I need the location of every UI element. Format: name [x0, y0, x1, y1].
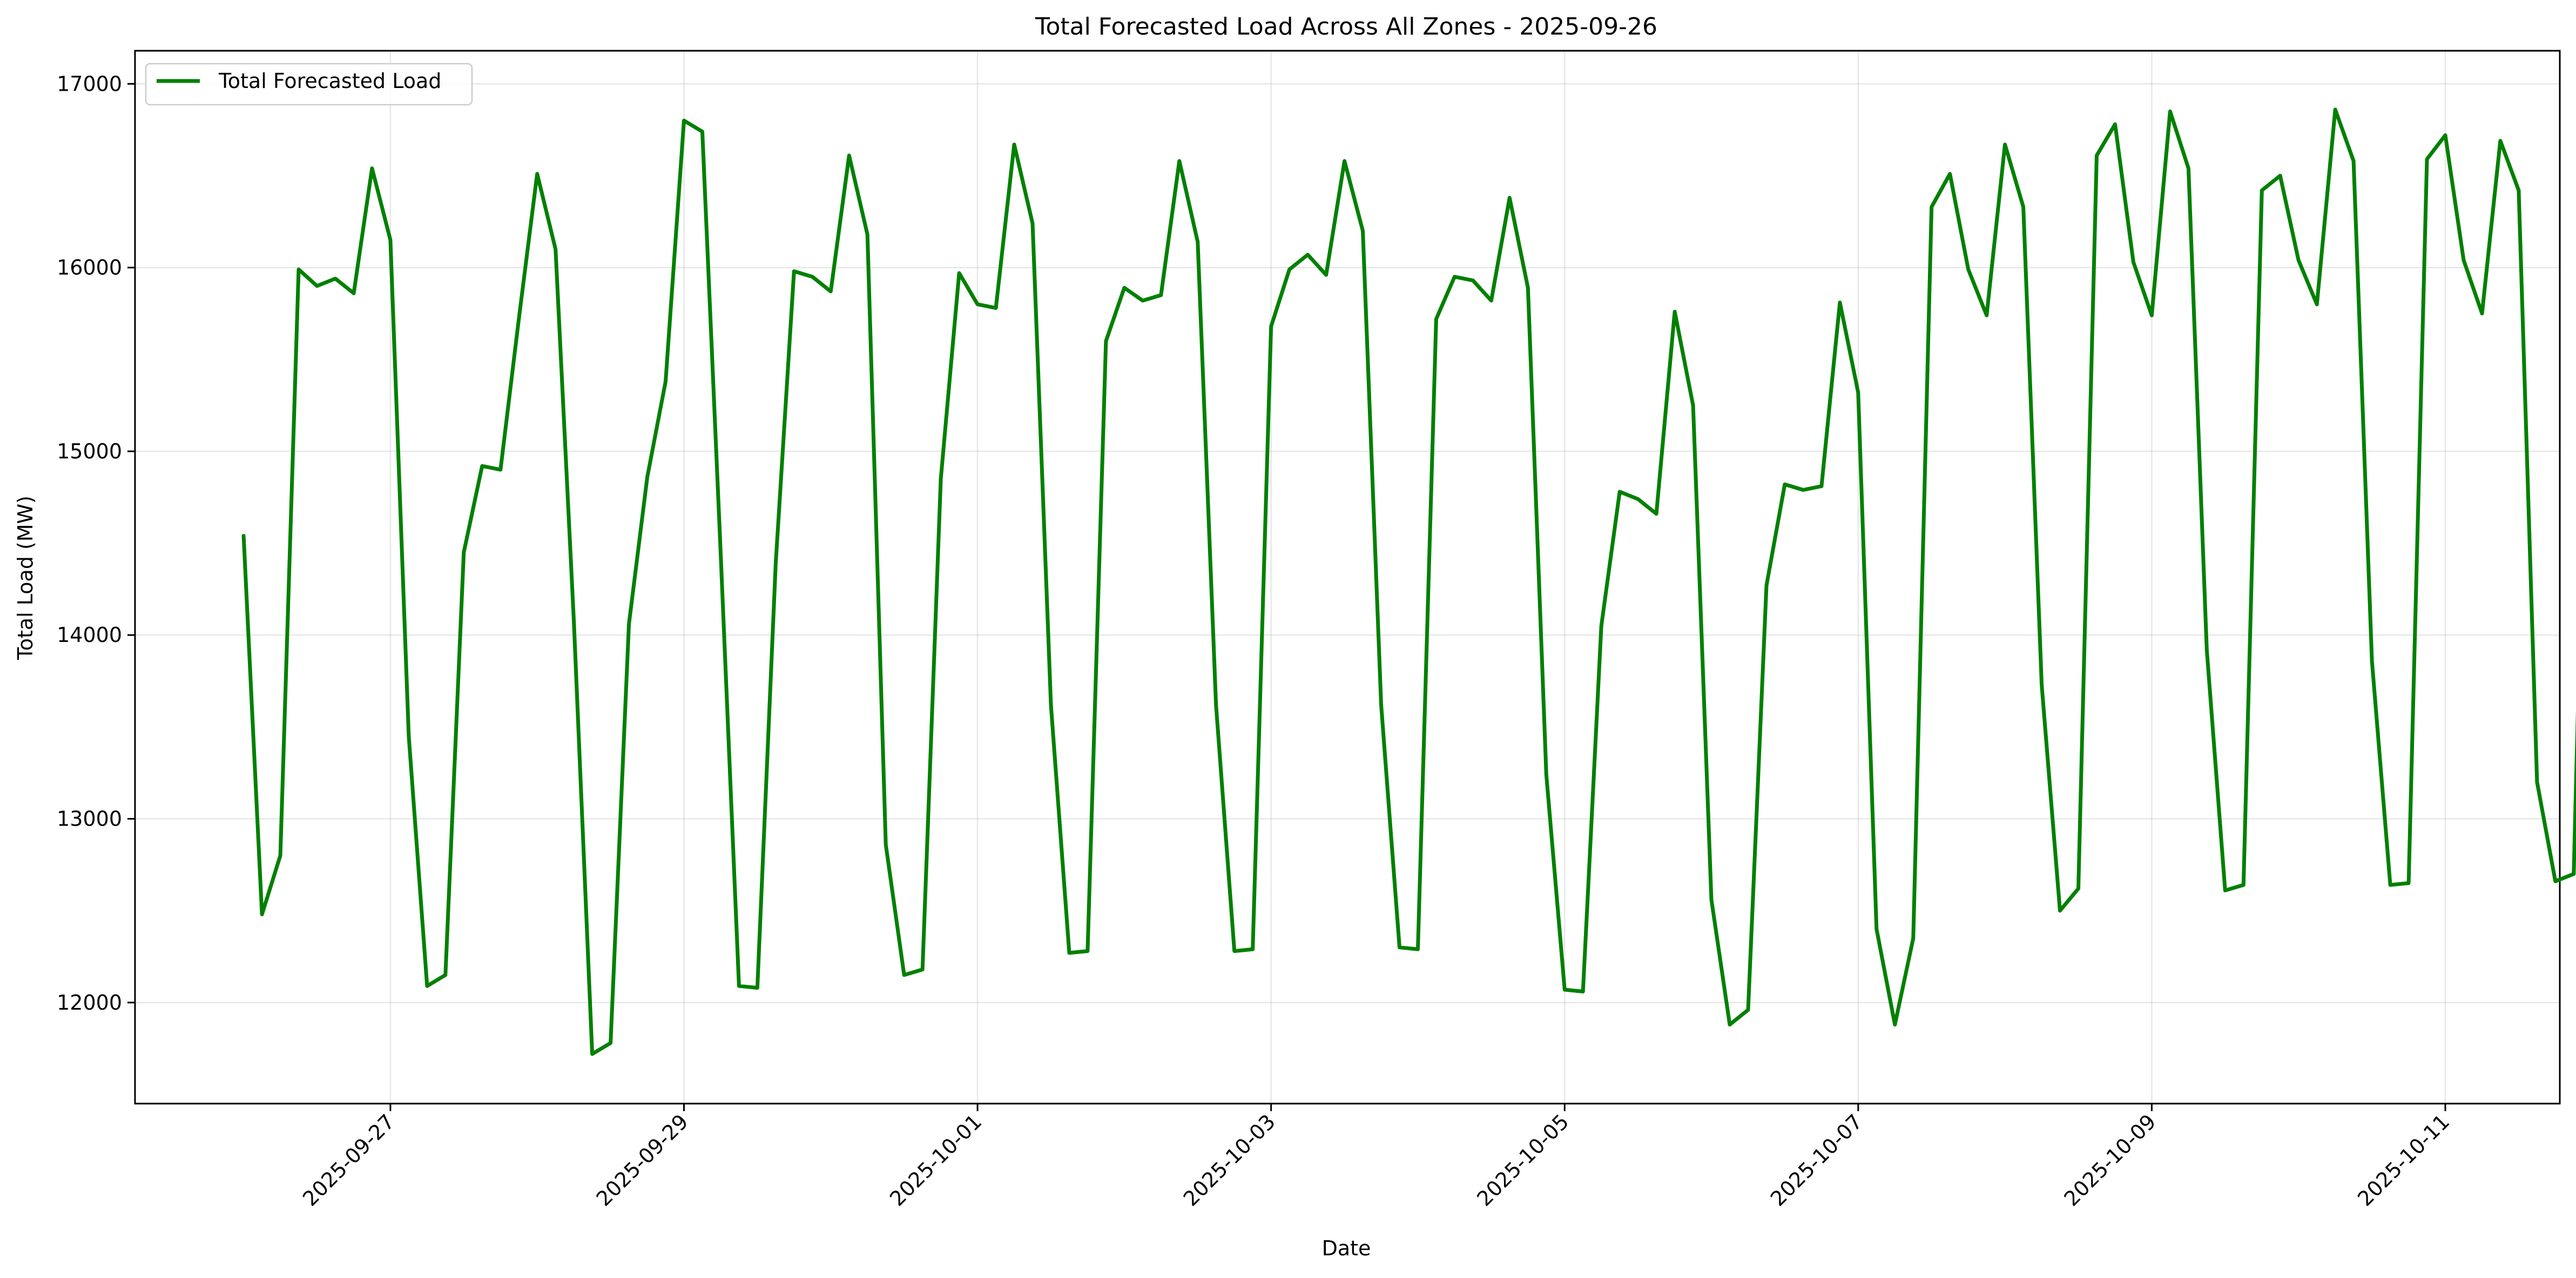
series-line-total-forecasted-load [241, 107, 2576, 1056]
grid-lines [135, 51, 2560, 1104]
y-axis: 12000 13000 14000 15000 16000 17000 [57, 72, 135, 1015]
y-tick-label: 12000 [57, 991, 122, 1015]
legend-box [145, 63, 473, 106]
legend-label: Total Forecasted Load [218, 69, 441, 93]
chart-title: Total Forecasted Load Across All Zones -… [1035, 13, 1657, 40]
y-axis-label: Total Load (MW) [14, 496, 37, 660]
legend: Total Forecasted Load [145, 63, 473, 106]
plot-area [134, 50, 2561, 1105]
x-axis-label: Date [1322, 1236, 1371, 1260]
y-tick-label: 14000 [57, 623, 122, 647]
y-tick-label: 16000 [57, 256, 122, 280]
y-tick-label: 15000 [57, 439, 122, 463]
y-tick-label: 17000 [57, 72, 122, 96]
y-tick-label: 13000 [57, 807, 122, 831]
